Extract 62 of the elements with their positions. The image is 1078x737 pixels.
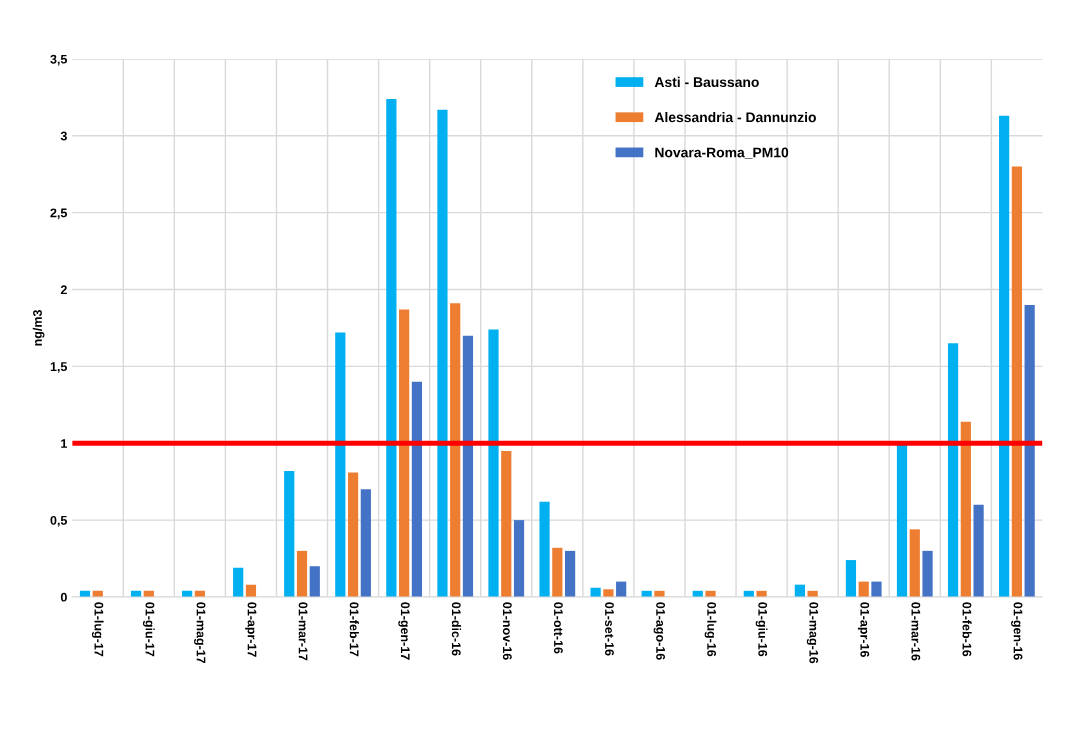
x-tick-label: 01-mag-17 [194,602,206,664]
legend-label: Novara-Roma_PM10 [655,147,789,159]
bar [450,303,461,597]
x-tick-label: 01-ago-16 [653,602,665,660]
x-tick-label: 01-dic-16 [451,602,462,656]
y-tick-label: 0 [60,592,67,602]
y-tick-label: 1 [61,439,68,448]
x-tick-label: 01-apr-17 [245,602,257,657]
bar [347,472,359,597]
legend-label: Alessandria - Dannunzio [654,112,816,123]
x-tick-label: 01-lug-16 [704,602,717,657]
x-tick-label: 01-giu-17 [142,602,155,657]
y-tick-label: 2 [60,285,67,295]
x-tick-label: 01-gen-16 [1011,602,1023,660]
bar [845,560,857,597]
x-tick-label: 01-ott-16 [553,602,563,654]
bar [513,520,525,597]
y-tick-label: 1,5 [50,362,68,373]
bar [871,581,882,597]
bar [284,470,295,597]
bar [896,444,908,597]
bar [909,529,920,597]
bar [922,550,933,597]
legend-label: Asti - Baussano [654,76,759,88]
bar [386,98,397,597]
x-tick-label: 01-set-16 [605,602,614,656]
x-tick-label: 01-feb-16 [962,602,972,657]
bar [296,550,308,597]
x-tick-label: 01-apr-16 [857,602,870,657]
bar [1024,304,1035,597]
bar [539,501,550,597]
x-tick-label: 01-lug-17 [91,602,104,657]
bar [335,332,346,597]
bar [552,547,563,597]
y-tick-label: 3,5 [50,54,68,66]
x-tick-label: 01-giu-16 [755,602,768,657]
y-tick-label: 2,5 [50,208,68,220]
y-tick-label: 0,5 [50,515,68,527]
bar [399,309,410,597]
bar [462,335,474,597]
bar [1011,166,1022,597]
bar [309,566,320,597]
x-tick-label: 01-feb-17 [349,602,359,657]
x-tick-label: 01-mar-16 [911,602,921,661]
bar [947,343,959,597]
bar [233,567,244,597]
bar [973,504,984,597]
x-tick-label: 01-gen-17 [398,602,410,660]
x-tick-label: 01-mag-16 [806,602,819,664]
bar [999,115,1010,597]
x-tick-label: 01-nov-16 [502,602,512,660]
bar [501,450,512,597]
bar [437,109,448,597]
y-axis-title: ng/m3 [32,310,45,346]
bar [360,489,371,597]
bar [960,421,971,597]
x-tick-label: 01-mar-17 [298,602,308,661]
bar [411,381,423,597]
bar [564,550,576,597]
y-tick-label: 3 [60,131,67,141]
bar [488,329,499,597]
bar [603,589,614,597]
